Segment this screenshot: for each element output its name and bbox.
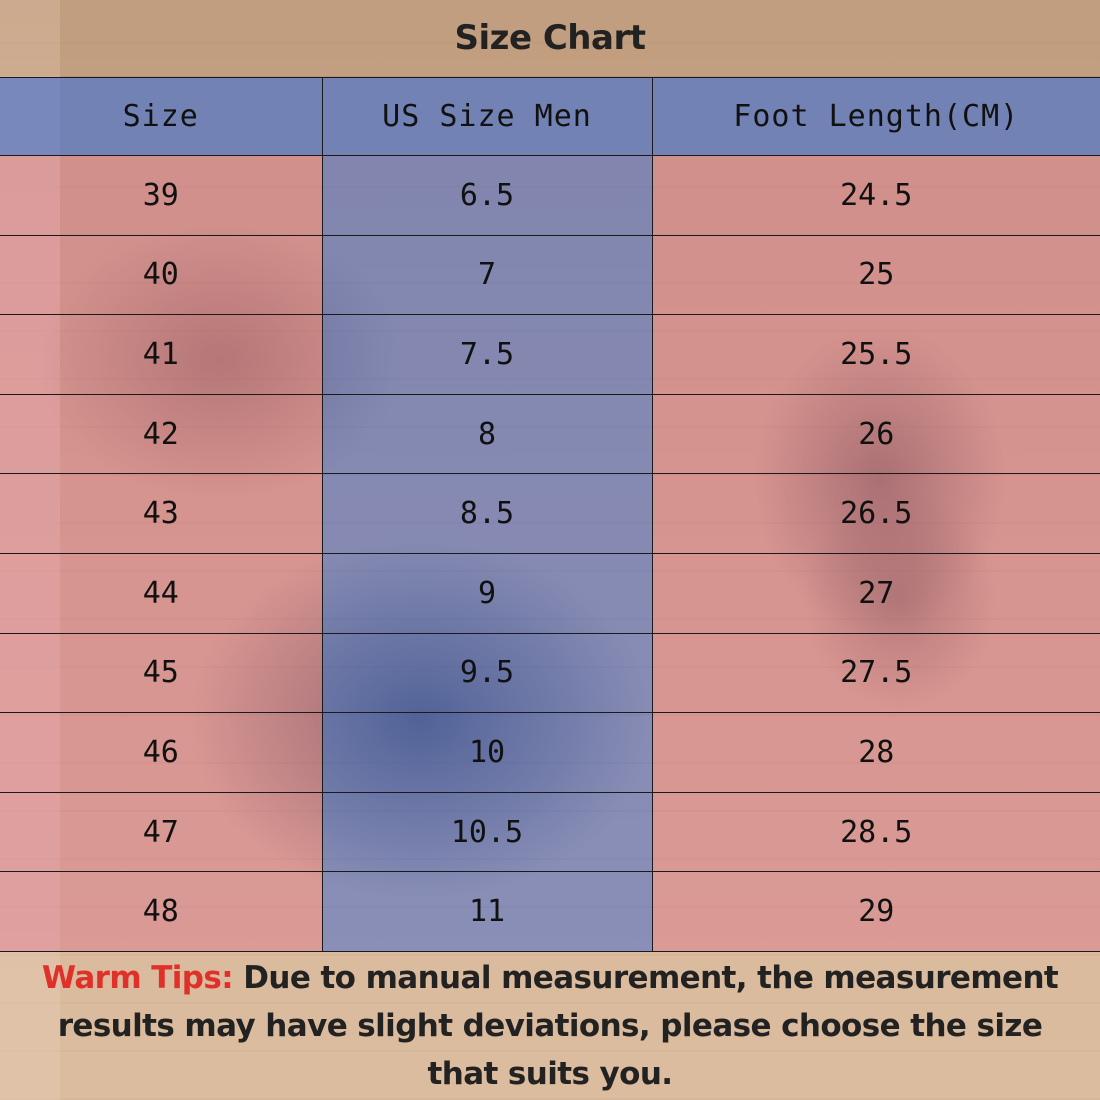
foot-length-cell: 27.5 [651, 632, 1100, 714]
table-row: 46 10 28 [0, 712, 1100, 793]
warm-tips-label: Warm Tips: [41, 960, 234, 996]
foot-length-cell: 26 [651, 393, 1100, 475]
foot-length-cell: 26.5 [651, 473, 1100, 554]
us-size-cell: 6.5 [321, 155, 653, 236]
page-title: Size Chart [454, 18, 646, 58]
warm-tips-text: Warm Tips: Due to manual measurement, th… [20, 954, 1080, 1098]
us-size-cell: 8.5 [321, 473, 653, 554]
header-us-size-men: US Size Men [321, 77, 653, 156]
foot-length-cell: 28.5 [651, 791, 1100, 873]
table-row: 47 10.5 28.5 [0, 791, 1100, 873]
size-cell: 43 [0, 473, 323, 554]
us-size-cell: 9 [321, 552, 653, 634]
foot-length-cell: 24.5 [651, 155, 1100, 236]
us-size-cell: 10.5 [321, 791, 653, 873]
foot-length-cell: 29 [651, 871, 1100, 952]
foot-length-cell: 25 [651, 234, 1100, 316]
us-size-cell: 9.5 [321, 632, 653, 714]
table-row: 42 8 26 [0, 393, 1100, 475]
table-row: 45 9.5 27.5 [0, 632, 1100, 714]
foot-length-cell: 27 [651, 552, 1100, 634]
header-size: Size [0, 77, 323, 156]
header-foot-length: Foot Length(CM) [651, 77, 1100, 156]
us-size-cell: 8 [321, 393, 653, 475]
warm-tips-body: Due to manual measurement, the measureme… [57, 960, 1059, 1092]
title-bar: Size Chart [0, 0, 1100, 76]
size-cell: 40 [0, 234, 323, 316]
foot-length-cell: 28 [651, 712, 1100, 793]
table-row: 44 9 27 [0, 552, 1100, 634]
us-size-cell: 10 [321, 712, 653, 793]
size-cell: 48 [0, 871, 323, 952]
us-size-cell: 7 [321, 234, 653, 316]
size-cell: 39 [0, 155, 323, 236]
size-cell: 41 [0, 314, 323, 395]
warm-tips-panel: Warm Tips: Due to manual measurement, th… [0, 952, 1100, 1100]
table-row: 40 7 25 [0, 234, 1100, 316]
table-header-row: Size US Size Men Foot Length(CM) [0, 77, 1100, 156]
size-table: Size US Size Men Foot Length(CM) 39 6.5 … [0, 77, 1100, 952]
table-row: 39 6.5 24.5 [0, 155, 1100, 236]
us-size-cell: 7.5 [321, 314, 653, 395]
size-cell: 42 [0, 393, 323, 475]
table-row: 41 7.5 25.5 [0, 314, 1100, 395]
table-row: 48 11 29 [0, 871, 1100, 952]
foot-length-cell: 25.5 [651, 314, 1100, 395]
table-row: 43 8.5 26.5 [0, 473, 1100, 554]
size-cell: 46 [0, 712, 323, 793]
size-cell: 45 [0, 632, 323, 714]
us-size-cell: 11 [321, 871, 653, 952]
size-cell: 47 [0, 791, 323, 873]
size-cell: 44 [0, 552, 323, 634]
